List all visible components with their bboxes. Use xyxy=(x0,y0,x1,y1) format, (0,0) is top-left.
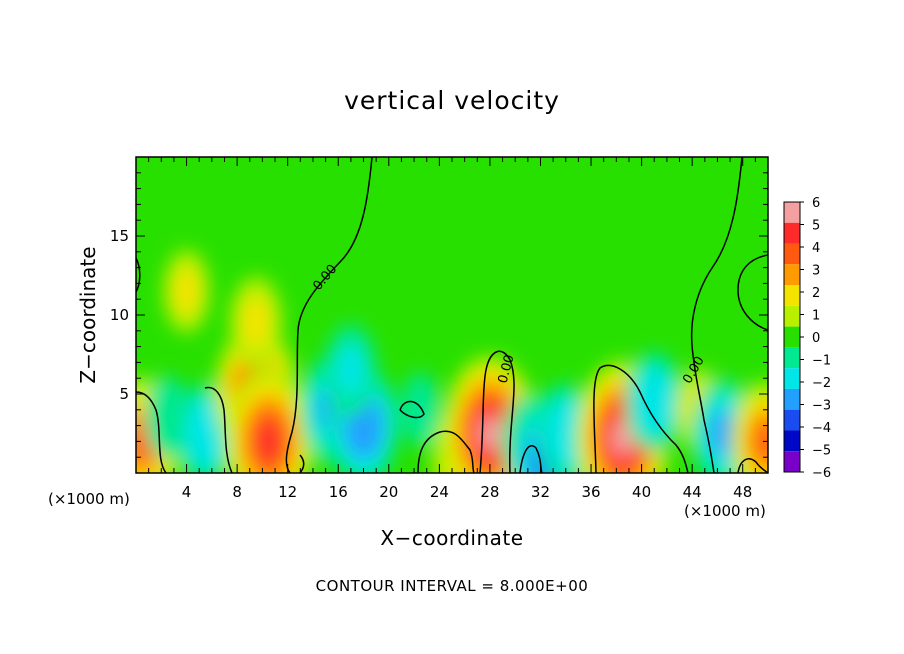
x-tick-label-44: 44 xyxy=(683,483,702,501)
velocity-cell-17-level-3 xyxy=(641,381,667,423)
colorbar-label-2: 4 xyxy=(812,241,820,256)
contour-line-5 xyxy=(399,400,425,419)
contour-line-4 xyxy=(299,454,305,473)
velocity-cell-5-level-2 xyxy=(241,296,272,349)
colorbar-label-6: 0 xyxy=(812,331,820,346)
colorbar-swatch-3 xyxy=(784,264,800,286)
velocity-cell-2-level-3 xyxy=(193,412,218,455)
y-tick-label-15: 15 xyxy=(110,227,129,245)
velocity-cell-19-level-3 xyxy=(710,411,738,456)
contour-line-3 xyxy=(204,386,233,473)
colorbar-label-7: −1 xyxy=(812,354,831,369)
colorbar-swatch-9 xyxy=(784,388,800,410)
x-axis-ticks: 4 8 12 16 20 24 28 32 36 40 44 48 xyxy=(148,157,756,501)
velocity-cell-9-level-2 xyxy=(335,344,366,397)
colorbar-swatch-4 xyxy=(784,285,800,306)
y-tick-label-10: 10 xyxy=(110,306,129,324)
colorbar-label-0: 6 xyxy=(812,196,820,211)
colorbar-swatch-7 xyxy=(784,347,800,369)
colorbar-swatch-2 xyxy=(784,243,800,265)
x-unit-label-left: (×1000 m) xyxy=(48,490,130,508)
velocity-cell-16-level-6 xyxy=(611,420,634,457)
contour-line-7 xyxy=(479,350,515,473)
velocity-cell-15-level-3 xyxy=(553,412,579,455)
colorbar: 6 5 4 3 2 1 0 −1 −2 −3 −4 −5 −6 xyxy=(783,196,831,481)
contour-line-1 xyxy=(136,257,141,293)
x-tick-label-4: 4 xyxy=(182,483,192,501)
colorbar-swatch-11 xyxy=(784,430,800,452)
velocity-cell-10-level-1 xyxy=(400,372,441,447)
colorbar-label-3: 3 xyxy=(812,264,820,279)
x-axis-label: X−coordinate xyxy=(380,526,524,550)
contour-line-12 xyxy=(737,458,768,473)
x-tick-label-40: 40 xyxy=(632,483,651,501)
x-unit-label-right: (×1000 m) xyxy=(684,502,766,520)
contour-line-11 xyxy=(737,254,768,331)
contour-line-9 xyxy=(593,364,689,473)
x-tick-label-32: 32 xyxy=(531,483,550,501)
chart-title: vertical velocity xyxy=(344,86,560,115)
x-tick-label-28: 28 xyxy=(480,483,499,501)
colorbar-label-1: 5 xyxy=(812,219,820,234)
colorbar-label-10: −4 xyxy=(812,421,831,436)
colorbar-label-11: −5 xyxy=(812,444,831,459)
colorbar-swatch-6 xyxy=(784,326,800,348)
velocity-cell-12-level-6 xyxy=(478,415,502,452)
colorbar-label-8: −2 xyxy=(812,376,831,391)
x-tick-label-20: 20 xyxy=(379,483,398,501)
y-tick-label-5: 5 xyxy=(119,385,129,403)
x-tick-label-24: 24 xyxy=(430,483,449,501)
colorbar-swatch-8 xyxy=(784,368,800,389)
contour-line-0 xyxy=(285,157,373,473)
contour-line-10 xyxy=(690,157,743,473)
x-tick-label-16: 16 xyxy=(329,483,348,501)
velocity-cell-6-level-2 xyxy=(173,267,201,316)
colorbar-label-4: 2 xyxy=(812,286,820,301)
y-axis-ticks: 5 10 15 xyxy=(110,172,768,458)
contour-interval-note: CONTOUR INTERVAL = 8.000E+00 xyxy=(315,577,589,595)
colorbar-label-12: −6 xyxy=(812,466,831,481)
velocity-cell-1-level-2 xyxy=(154,393,182,442)
colorbar-swatch-12 xyxy=(784,451,800,472)
colorbar-swatch-10 xyxy=(784,409,800,431)
colorbar-label-5: 1 xyxy=(812,309,820,324)
x-tick-label-8: 8 xyxy=(232,483,242,501)
contour-label-1: 0.00 xyxy=(496,353,518,385)
x-tick-label-36: 36 xyxy=(581,483,600,501)
velocity-cell-8-level-4 xyxy=(351,406,376,445)
velocity-cell-4-level-5 xyxy=(256,422,281,461)
colorbar-label-9: −3 xyxy=(812,399,831,414)
contour-line-6 xyxy=(417,430,475,473)
colorbar-swatch-0 xyxy=(784,202,800,223)
velocity-cell-20-level-4 xyxy=(753,422,768,461)
x-tick-label-48: 48 xyxy=(733,483,752,501)
velocity-field xyxy=(136,249,768,473)
colorbar-swatch-1 xyxy=(784,222,800,244)
x-tick-label-12: 12 xyxy=(278,483,297,501)
colorbar-swatch-5 xyxy=(784,305,800,327)
